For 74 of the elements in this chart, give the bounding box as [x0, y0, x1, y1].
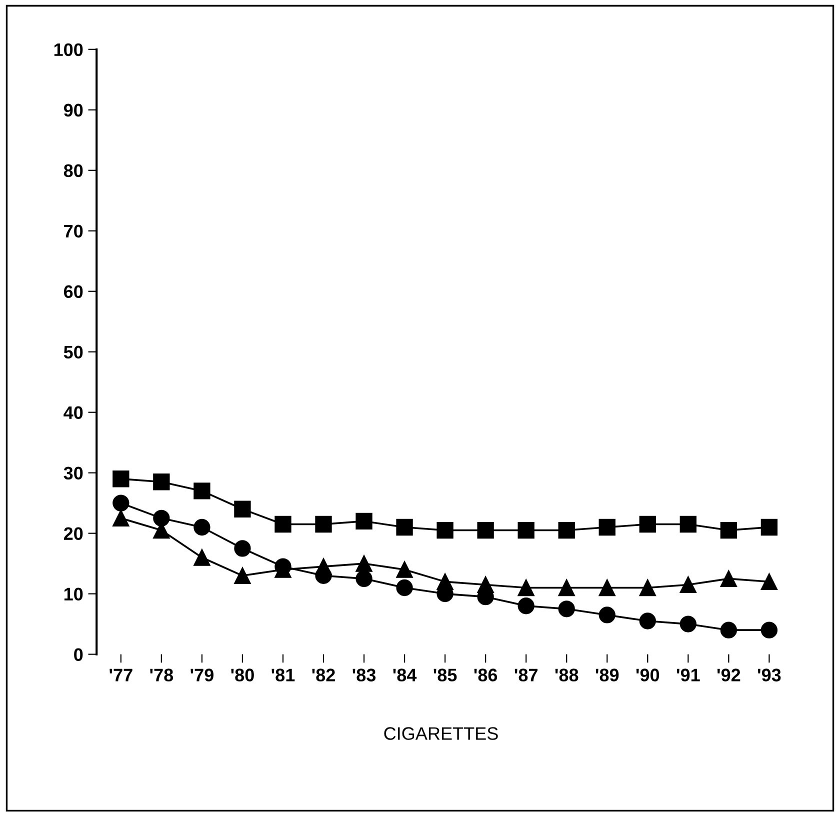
point	[396, 561, 413, 578]
point	[720, 570, 738, 588]
point	[153, 474, 170, 490]
x-tick-label: '81	[272, 668, 295, 682]
point	[356, 570, 372, 588]
point	[274, 516, 292, 533]
point	[396, 518, 413, 536]
point	[760, 622, 778, 638]
point	[194, 518, 210, 536]
x-tick-label: '84	[393, 668, 417, 682]
y-tick-label: 30	[64, 466, 83, 480]
x-axis-title: CIGARETTES	[384, 727, 498, 740]
point	[558, 579, 575, 596]
x-tick-label: '78	[150, 668, 174, 682]
point	[680, 576, 696, 594]
point	[598, 518, 616, 536]
point	[639, 516, 656, 533]
y-tick-label: 0	[74, 648, 83, 662]
point	[639, 612, 656, 630]
x-tick-label: '89	[596, 668, 619, 682]
x-tick-label: '91	[676, 668, 700, 682]
y-tick-label: 50	[64, 346, 83, 359]
y-tick-label: 10	[64, 588, 83, 601]
x-tick-label: '79	[190, 668, 214, 682]
x-tick-label: '87	[514, 668, 538, 682]
point	[518, 579, 534, 596]
x-tick-label: '90	[636, 668, 660, 682]
point	[720, 622, 738, 638]
point	[518, 522, 534, 539]
x-tick-label: '80	[231, 668, 254, 682]
point	[680, 516, 696, 533]
point	[112, 494, 130, 512]
point	[720, 522, 738, 539]
point	[436, 573, 454, 590]
y-tick-label: 70	[64, 224, 83, 238]
point	[356, 512, 372, 530]
point	[477, 576, 494, 594]
y-tick-label: 90	[64, 104, 83, 117]
point	[356, 555, 372, 572]
point	[234, 540, 251, 557]
point	[598, 579, 616, 596]
point	[234, 500, 251, 518]
point	[558, 600, 575, 618]
y-tick-label: 80	[64, 164, 83, 178]
point	[112, 510, 130, 527]
y-tick-label: 100	[54, 43, 83, 56]
point	[315, 516, 332, 533]
point	[194, 549, 210, 566]
point	[477, 522, 494, 539]
y-tick-label: 40	[64, 406, 83, 420]
x-tick-label: '86	[474, 668, 498, 682]
point	[234, 567, 251, 584]
x-tick-label: '83	[352, 668, 376, 682]
point	[194, 482, 210, 500]
point	[112, 470, 130, 488]
point	[396, 579, 413, 596]
x-tick-label: '92	[717, 668, 740, 682]
point	[639, 579, 656, 596]
point	[153, 510, 170, 527]
point	[436, 522, 454, 539]
x-tick-label: '85	[434, 668, 457, 682]
point	[518, 598, 534, 614]
x-tick-label: '77	[110, 668, 132, 682]
point	[760, 573, 778, 590]
point	[760, 518, 778, 536]
point	[598, 606, 616, 624]
point	[680, 616, 696, 632]
point	[315, 558, 332, 575]
x-tick-label: '93	[758, 668, 781, 682]
x-tick-label: '82	[312, 668, 335, 682]
point	[558, 522, 575, 539]
y-tick-label: 60	[64, 285, 83, 298]
x-tick-label: '88	[555, 668, 578, 682]
y-tick-label: 20	[64, 527, 83, 540]
